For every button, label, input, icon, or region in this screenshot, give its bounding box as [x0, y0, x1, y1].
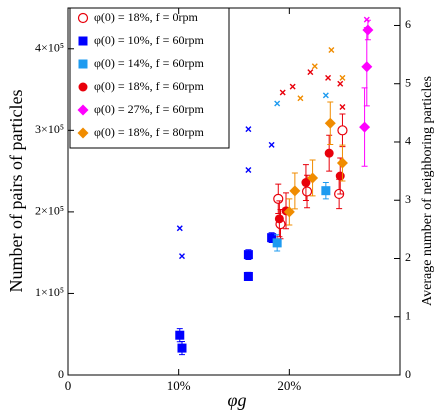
data-point [177, 343, 187, 353]
data-point [324, 148, 334, 158]
legend-marker [77, 104, 89, 116]
x-tick-label: 0 [65, 378, 72, 393]
legend-box [69, 7, 230, 149]
cross-marker [325, 74, 332, 81]
cross-marker [289, 83, 296, 90]
legend-marker [77, 127, 89, 139]
cross-marker [176, 225, 183, 232]
data-point [362, 24, 374, 36]
data-point [274, 214, 284, 224]
cross-marker [178, 253, 185, 260]
cross-marker [268, 141, 275, 148]
legend-marker [77, 12, 89, 24]
legend-label: φ(0) = 18%, f = 80rpm [94, 125, 204, 139]
data-point [267, 233, 277, 243]
legend-marker [78, 82, 88, 92]
y-tick-label: 1×10⁵ [35, 285, 64, 299]
y2-tick-label: 0 [405, 367, 411, 381]
data-point [175, 330, 185, 340]
x-tick-label: 20% [277, 378, 301, 393]
legend-marker [78, 59, 88, 69]
x-axis-label: φg [228, 390, 247, 410]
y-tick-label: 0 [58, 367, 64, 381]
y2-tick-label: 1 [405, 308, 411, 322]
cross-marker [322, 92, 329, 99]
y2-tick-label: 5 [405, 75, 411, 89]
x-tick-label: 10% [167, 378, 191, 393]
data-point [359, 121, 371, 133]
cross-marker [363, 16, 370, 23]
cross-marker [307, 69, 314, 76]
data-point [301, 178, 311, 188]
cross-marker [297, 95, 304, 102]
legend-marker [78, 36, 88, 46]
data-point [321, 186, 331, 196]
data-point [243, 250, 253, 260]
cross-marker [274, 100, 281, 107]
legend-label: φ(0) = 18%, f = 60rpm [94, 79, 204, 93]
cross-marker [328, 46, 335, 53]
data-point [324, 117, 336, 129]
data-point [289, 185, 301, 197]
y2-tick-label: 4 [405, 134, 411, 148]
data-point [335, 171, 345, 181]
cross-marker [337, 80, 344, 87]
y2-axis-label: Average number of neighboring particles [420, 76, 435, 306]
data-point [361, 61, 373, 73]
data-point [337, 125, 348, 136]
cross-marker [245, 126, 252, 133]
y-tick-label: 4×10⁵ [35, 41, 64, 55]
data-point [336, 157, 348, 169]
y2-tick-label: 3 [405, 192, 411, 206]
plot-frame [67, 7, 401, 376]
data-point [243, 271, 253, 281]
cross-marker [311, 63, 318, 70]
cross-marker [245, 166, 252, 173]
data-point [307, 172, 319, 184]
data-point [301, 186, 313, 197]
cross-marker [279, 89, 286, 96]
cross-marker [339, 74, 346, 81]
legend-label: φ(0) = 14%, f = 60rpm [94, 56, 204, 70]
legend-label: φ(0) = 27%, f = 60rpm [94, 102, 204, 116]
legend-label: φ(0) = 10%, f = 60rpm [94, 33, 204, 47]
data-point [272, 238, 282, 248]
cross-marker [339, 104, 346, 111]
y2-tick-label: 6 [405, 17, 411, 31]
legend-label: φ(0) = 18%, f = 0rpm [94, 10, 198, 24]
y2-tick-label: 2 [405, 250, 411, 264]
y-tick-label: 2×10⁵ [35, 204, 64, 218]
y-tick-label: 3×10⁵ [35, 122, 64, 136]
y-axis-label: Number of pairs of particles [6, 90, 26, 293]
data-point [273, 193, 284, 204]
